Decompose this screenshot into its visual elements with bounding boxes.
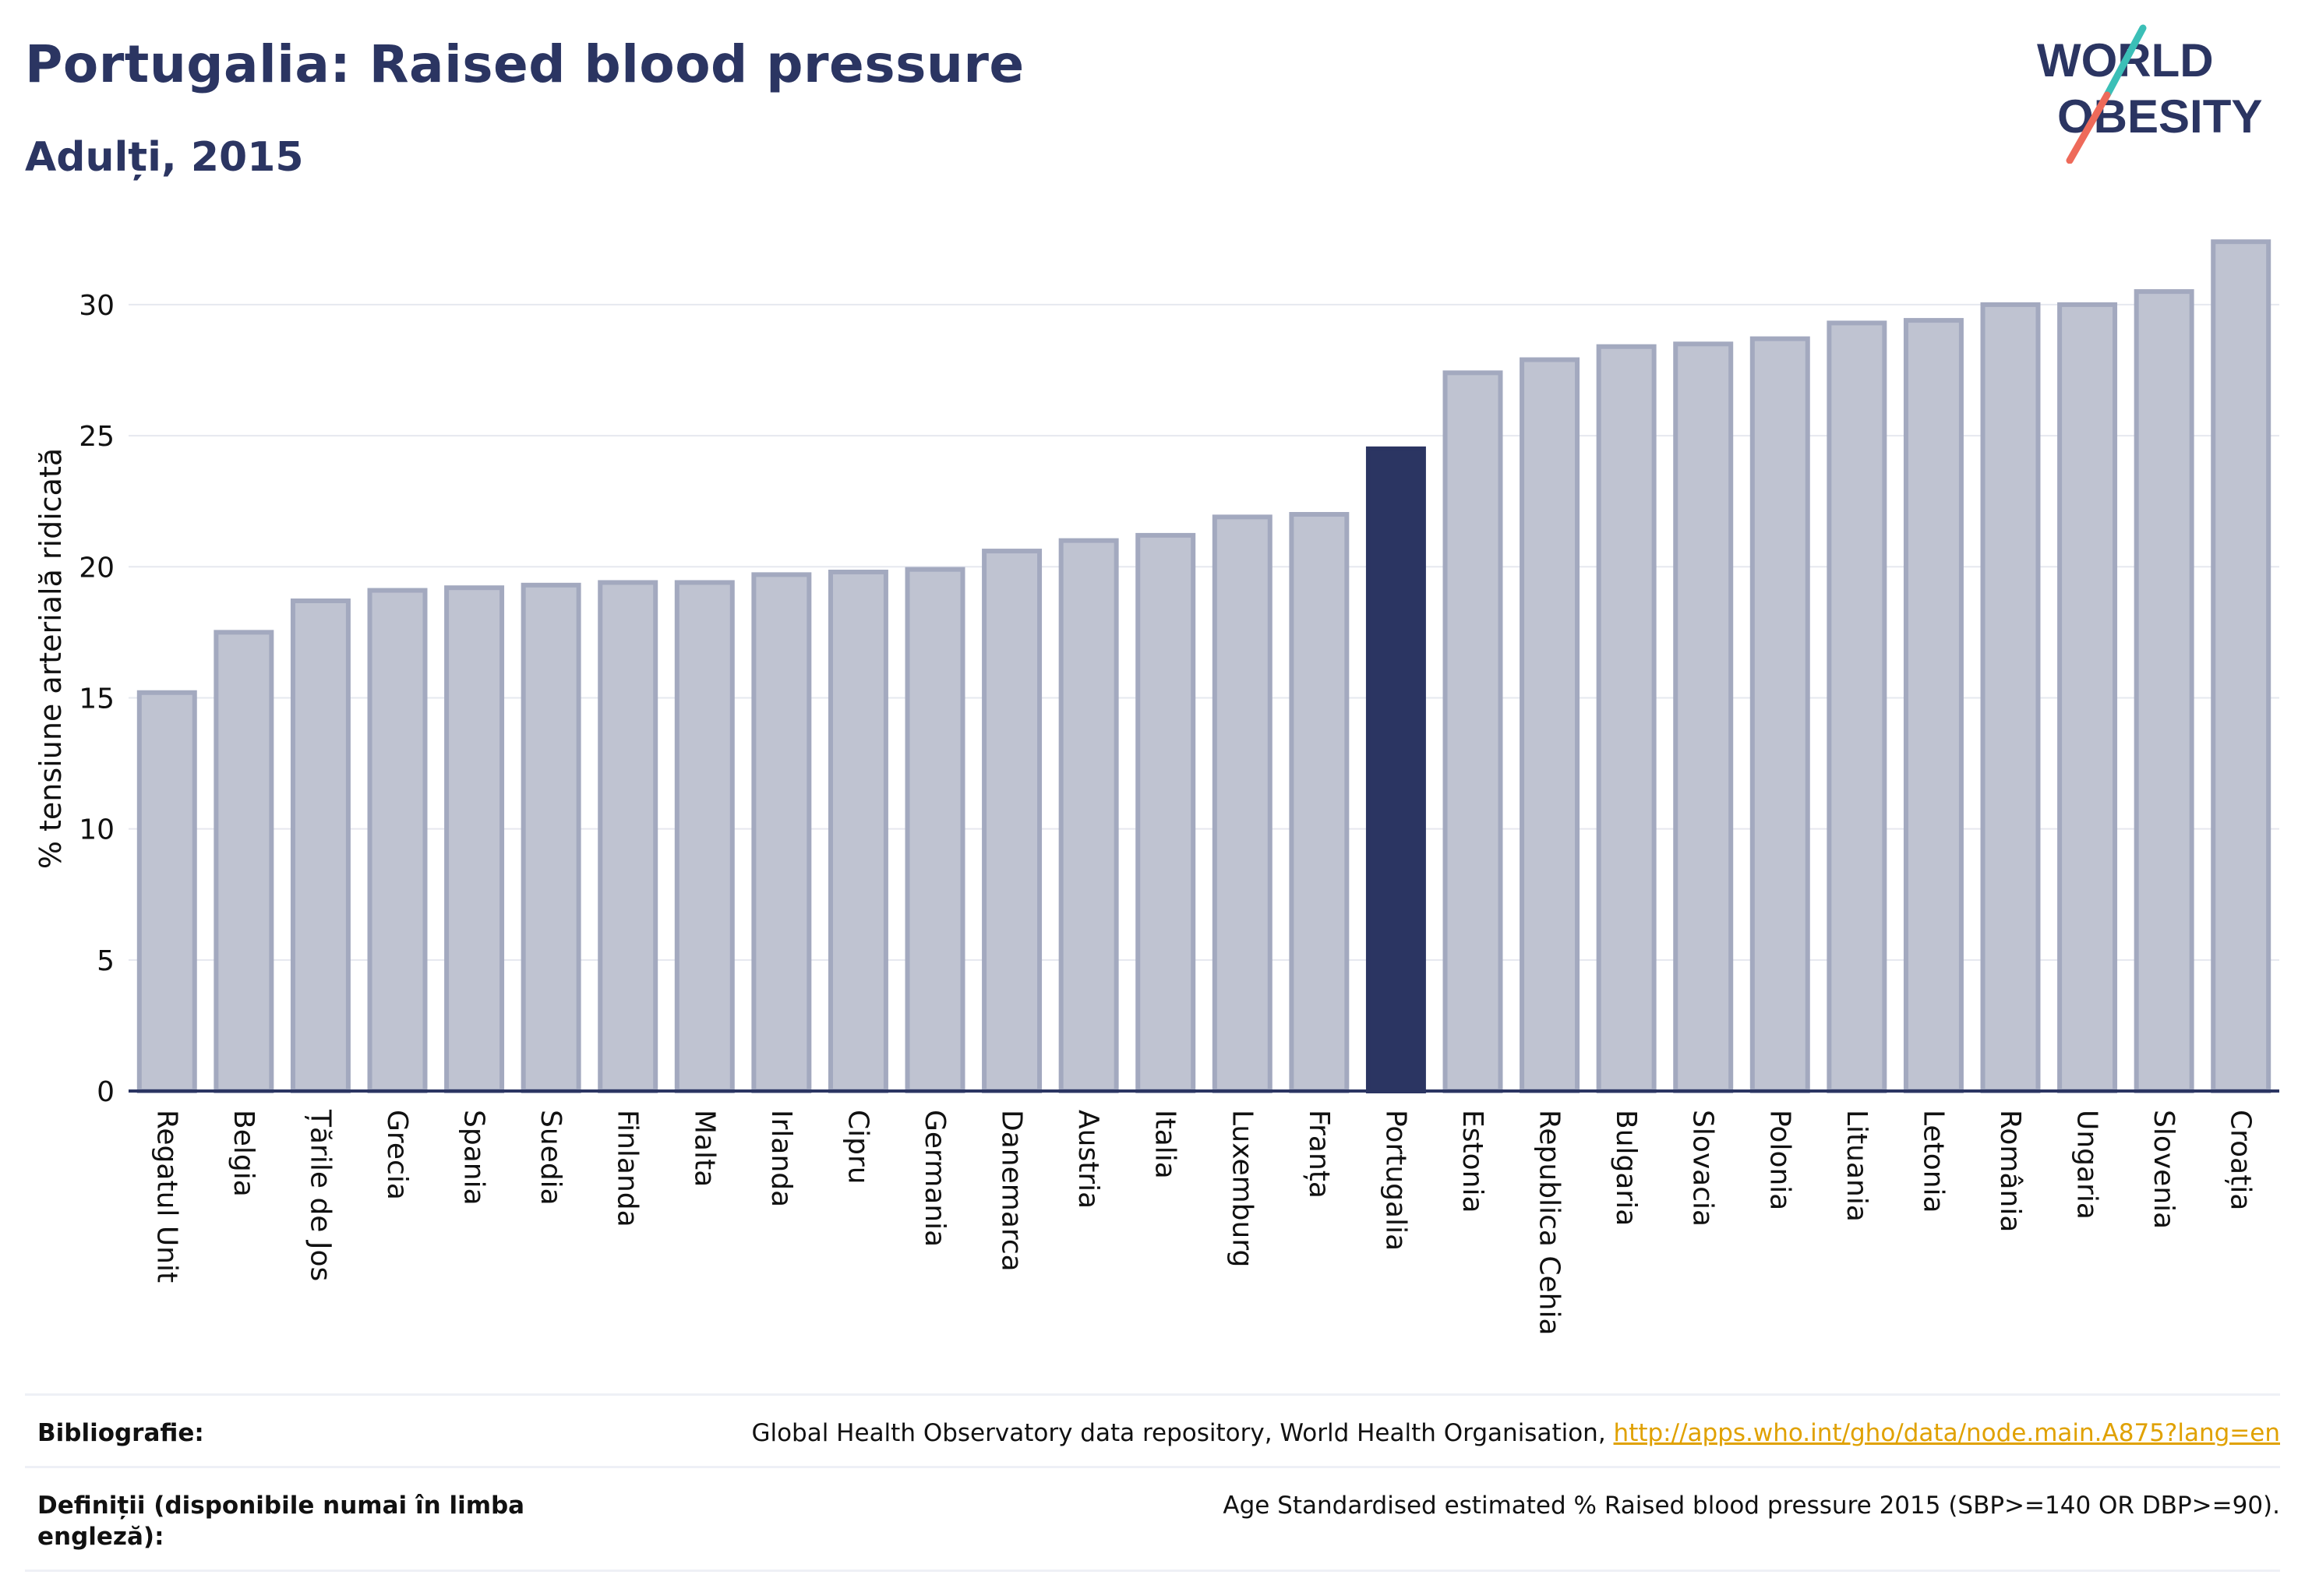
y-tick-label: 20 [79,552,115,584]
bar [2057,302,2118,1093]
x-tick-label: Țările de Jos [304,1109,336,1281]
bar [982,549,1043,1094]
x-tick-label: Austria [1072,1110,1104,1209]
x-tick-label: Belgia [228,1110,259,1197]
bar [2134,289,2194,1093]
y-tick-label: 0 [97,1076,115,1108]
x-tick-label: Finlanda [612,1110,644,1227]
bar [444,585,505,1093]
y-tick-label: 25 [79,421,115,453]
bar [367,588,428,1093]
logo-slash-teal-icon [2103,24,2147,99]
x-tick-label: Luxemburg [1226,1110,1258,1267]
bibliography-link[interactable]: http://apps.who.int/gho/data/node.main.A… [1613,1419,2280,1447]
x-tick-label: Polonia [1763,1110,1795,1210]
bar [905,567,965,1093]
definitions-label: Definiții (disponibile numai în limba en… [37,1492,525,1551]
references-table: Bibliografie: Global Health Observatory … [25,1393,2280,1572]
bar [1212,514,1273,1093]
bar [1673,341,1734,1093]
x-tick-label: Germania [919,1110,951,1247]
bibliography-label: Bibliografie: [37,1419,204,1447]
x-tick-label: Grecia [381,1110,413,1200]
bar [1827,320,1887,1094]
bar [598,580,658,1094]
x-tick-label: Lituania [1841,1110,1873,1222]
bibliography-value: Global Health Observatory data repositor… [751,1418,2280,1449]
bar [1749,336,1810,1094]
bar [1135,532,1196,1093]
bar [2211,239,2271,1094]
bar [1365,446,1426,1093]
bar [1980,302,2041,1093]
world-obesity-logo: WORLD OBESITY [2037,24,2262,164]
x-tick-label: Franța [1303,1110,1335,1199]
x-tick-label: Cipru [842,1110,874,1185]
bar [214,630,274,1093]
x-tick-label: Irlanda [765,1110,797,1207]
x-tick-label: Spania [458,1110,490,1206]
bar [1520,357,1580,1093]
logo-slash-coral-icon [2066,91,2111,164]
y-tick-label: 10 [79,814,115,846]
bar [136,690,197,1094]
bar [1442,370,1503,1093]
x-tick-label: Italia [1149,1110,1181,1179]
y-tick-label: 30 [79,290,115,322]
bar-chart: 0 5 10 15 20 25 30 % tensiune arterială ridicat… [34,239,2279,1336]
x-tick-label: Ungaria [2071,1110,2103,1220]
bar [1903,318,1964,1094]
x-tick-label: Suedia [535,1110,567,1206]
bar [1596,344,1657,1093]
bar [521,582,581,1093]
chart-title: Portugalia: Raised blood pressure [25,34,1025,94]
x-tick-label: Croația [2225,1110,2257,1210]
bar [674,580,735,1094]
x-tick-label: Estonia [1456,1110,1488,1213]
bar [1289,512,1350,1093]
bibliography-text: Global Health Observatory data repositor… [751,1419,1606,1447]
x-tick-label: Portugalia [1379,1110,1411,1251]
x-tick-label: Bulgaria [1610,1110,1642,1226]
x-tick-label: Slovacia [1687,1110,1719,1227]
chart-subtitle: Adulți, 2015 [25,134,304,181]
x-tick-label: Malta [688,1110,720,1187]
bar [751,572,812,1093]
y-tick-label: 15 [79,683,115,715]
x-tick-label: Regatul Unit [150,1110,182,1283]
bibliography-row: Bibliografie: Global Health Observatory … [25,1393,2280,1466]
bar [828,570,888,1093]
x-tick-label: Danemarca [996,1110,1028,1272]
definitions-value: Age Standardised estimated % Raised bloo… [1223,1492,2280,1520]
y-axis-title: % tensiune arterială ridicată [34,448,68,869]
bar [290,598,351,1093]
bar [1058,538,1119,1093]
definitions-row: Definiții (disponibile numai în limba en… [25,1466,2280,1572]
x-tick-label: Letonia [1917,1110,1949,1213]
x-tick-label: Slovenia [2148,1110,2180,1229]
x-tick-label: Republica Cehia [1534,1110,1565,1336]
y-tick-label: 5 [97,945,115,977]
x-tick-label: România [1994,1110,2026,1232]
